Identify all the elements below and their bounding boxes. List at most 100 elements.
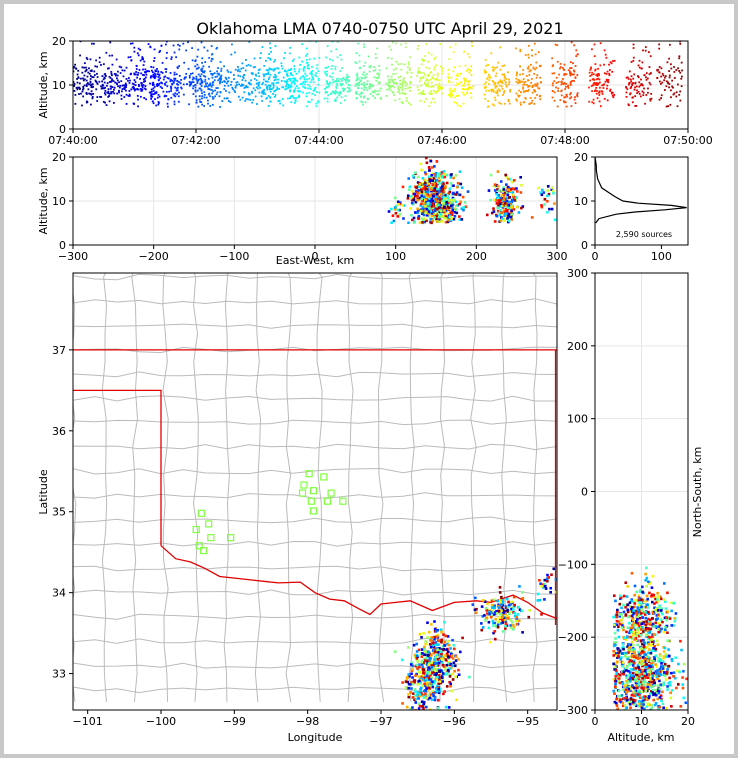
source-point [506,217,509,220]
source-point [496,188,499,191]
source-point [137,54,140,57]
source-point [657,68,660,71]
source-point [173,51,176,54]
source-point [424,689,427,692]
source-point [642,703,645,706]
source-point [450,173,453,176]
source-point [499,601,502,605]
source-point [629,662,632,666]
source-point [667,719,670,722]
source-point [467,83,470,86]
source-point [427,677,431,680]
source-point [431,685,434,689]
source-point [490,599,494,603]
source-point [610,62,613,65]
source-point [422,92,425,95]
source-point [632,56,635,59]
source-point [424,98,427,100]
source-point [404,46,407,49]
source-point [503,102,506,105]
source-point [492,207,495,210]
source-point [497,88,500,91]
source-point [543,578,547,582]
source-point [437,72,439,75]
source-point [455,84,457,87]
source-point [536,85,539,88]
source-point [451,657,455,660]
source-point [656,598,659,601]
source-point [454,659,458,662]
x-tick-label: −96 [443,715,466,728]
source-point [635,671,638,674]
source-point [527,79,530,82]
source-point [174,77,177,80]
source-point [452,90,454,92]
source-point [447,75,449,78]
source-point [570,72,572,75]
source-point [649,72,652,74]
source-point [347,76,350,78]
source-point [616,655,620,658]
source-point [499,81,502,83]
source-point [419,204,423,207]
source-point [356,87,359,90]
source-point [502,619,506,622]
source-point [278,99,281,102]
source-point [226,80,229,83]
source-point [268,67,271,70]
source-point [605,72,608,75]
source-point [410,680,413,684]
source-point [283,57,285,60]
source-point [569,74,572,77]
source-point [420,700,424,703]
source-point [421,176,425,180]
source-point [305,55,307,57]
source-point [670,659,674,663]
source-point [648,66,651,68]
source-point [650,97,653,100]
source-point [424,190,428,194]
source-point [130,59,133,62]
source-point [73,83,76,85]
county-line [73,395,557,402]
x-tick-label: −300 [58,250,88,263]
source-point [552,191,555,195]
source-point [189,84,191,87]
source-point [234,86,237,89]
source-point [493,183,497,186]
source-point [104,101,106,104]
source-point [292,60,294,62]
source-point [464,84,467,87]
source-point [233,89,236,92]
source-point [564,101,567,104]
source-point [133,50,136,53]
source-point [625,638,628,642]
source-point [196,67,199,70]
source-point [397,88,400,90]
source-point [467,86,470,89]
source-point [498,84,501,87]
source-point [551,72,554,75]
source-point [451,678,455,681]
source-point [440,630,443,634]
source-point [155,104,158,107]
source-point [641,696,645,699]
source-point [389,81,392,84]
source-point [435,207,439,211]
source-point [533,42,536,45]
source-point [443,172,447,176]
source-point [334,92,337,95]
source-point [301,82,304,85]
source-point [396,215,400,218]
source-point [421,671,425,675]
source-point [285,73,288,76]
source-point [503,64,506,67]
source-point [441,197,445,201]
source-point [422,678,425,681]
source-point [333,99,336,102]
source-point [218,78,221,81]
source-point [508,78,510,81]
source-point [641,616,644,619]
source-point [652,624,656,627]
source-point [397,91,400,93]
